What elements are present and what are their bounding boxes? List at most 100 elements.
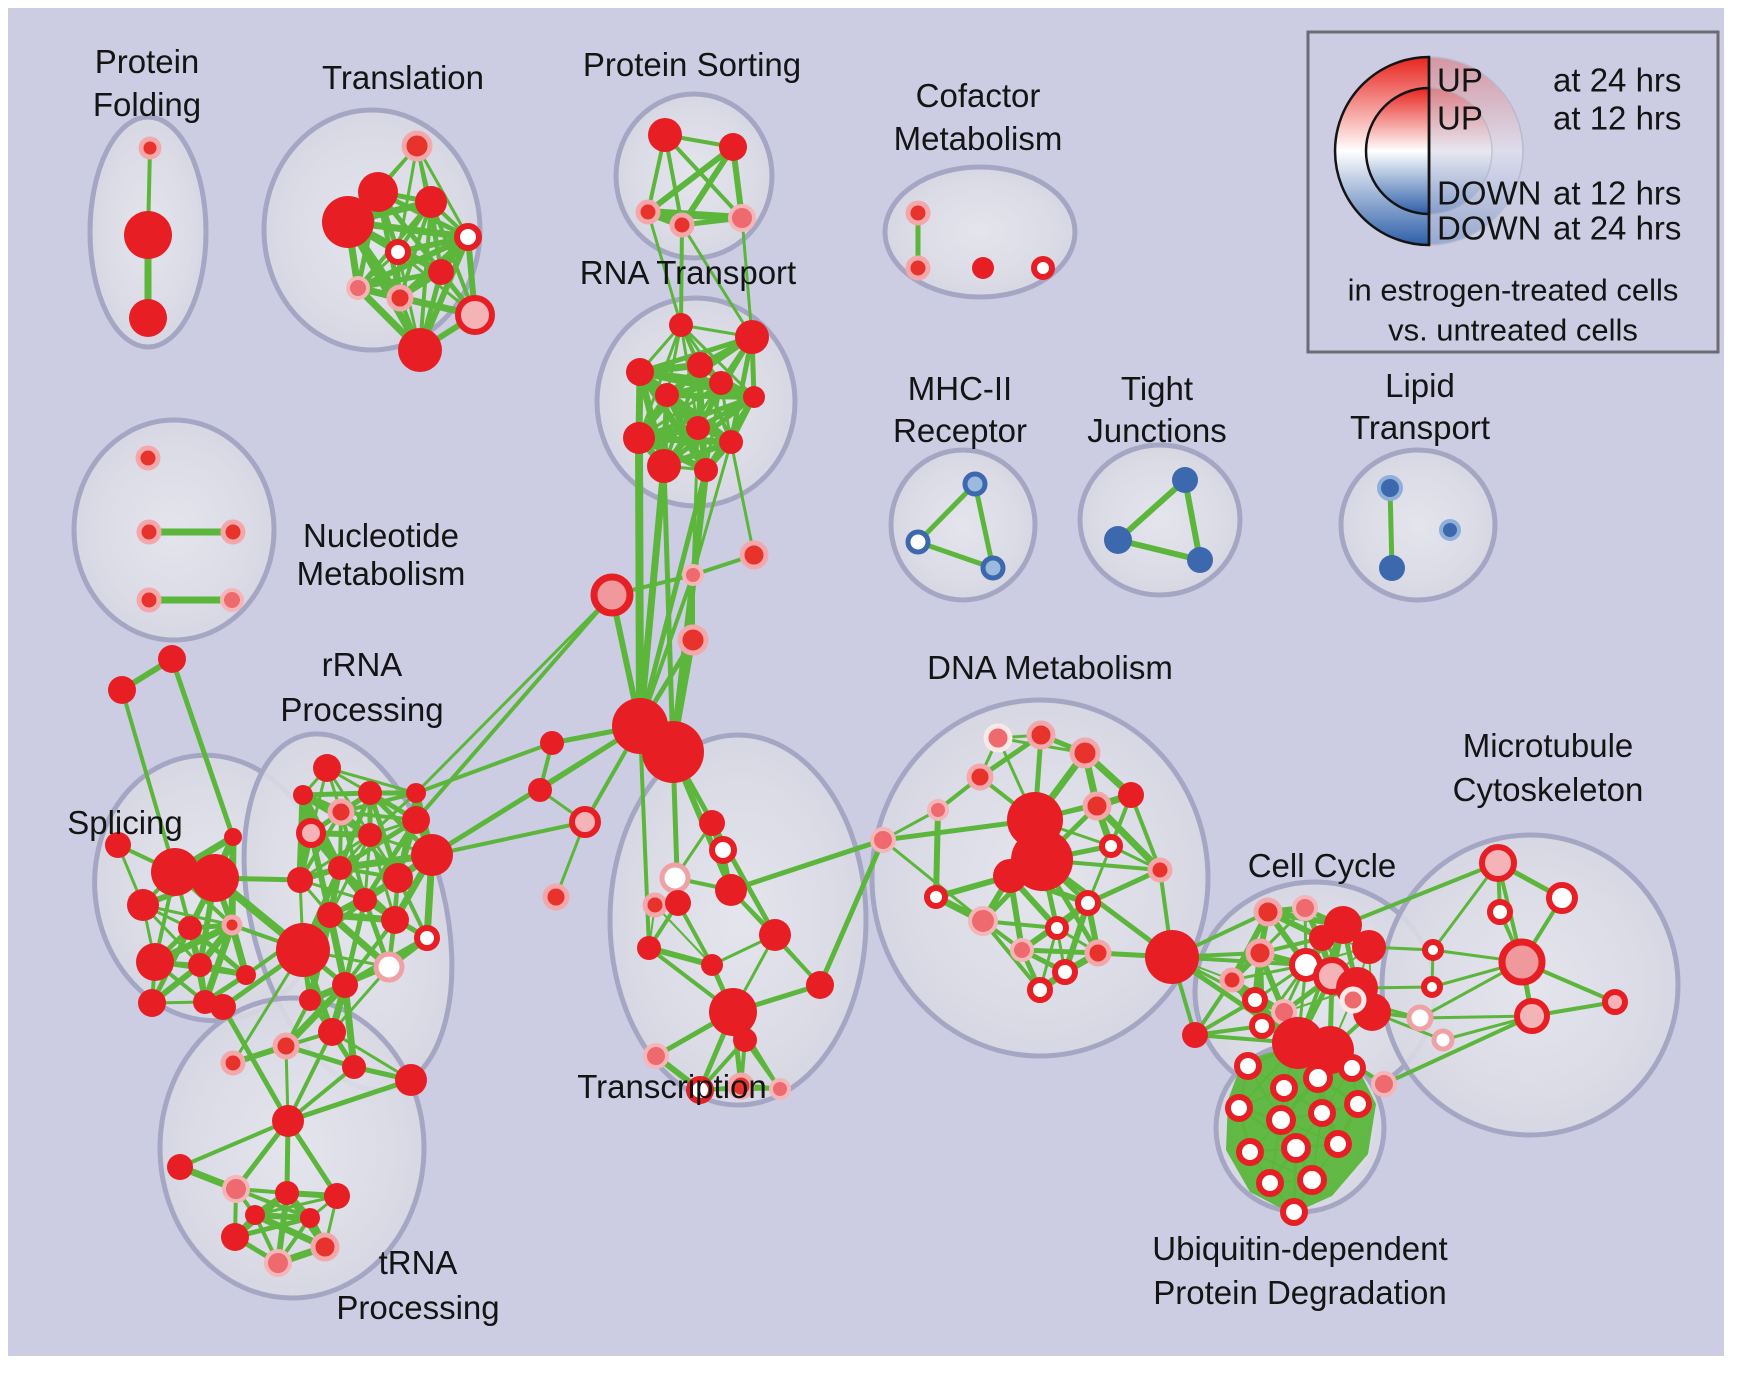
cluster-label-line: Transport: [1350, 409, 1490, 446]
gene-node-hub: [590, 573, 634, 617]
gene-node-rrna: [272, 1032, 300, 1060]
cluster-label-line: Processing: [336, 1289, 499, 1326]
edge-tight_junctions: [1182, 477, 1203, 563]
edge-microtubule: [1418, 1014, 1534, 1020]
gene-node-transcription: [733, 1028, 757, 1052]
node-layer: [105, 118, 1628, 1277]
cluster-label-trna: tRNA Processing: [336, 1244, 499, 1326]
gene-node-protein_folding: [129, 299, 167, 337]
cluster-label-line: Transcription: [577, 1068, 767, 1105]
gene-node-transcription: [642, 892, 668, 918]
gene-node-dna: [1084, 939, 1112, 967]
gene-node-nucleotide: [220, 588, 244, 612]
gene-node-microtubule: [1546, 882, 1578, 914]
cluster-label-nucleotide: Nucleotide Metabolism: [297, 517, 466, 592]
gene-node-transcription: [769, 1078, 791, 1100]
edge-tight_junctions: [1115, 477, 1188, 543]
cluster-ellipse-cofactor: [882, 164, 1078, 300]
edge-rrna: [282, 981, 349, 1050]
gene-node-rrna: [293, 785, 313, 805]
cluster-label-line: Translation: [322, 59, 484, 96]
gene-node-transcription: [643, 1043, 669, 1069]
legend-direction-label: DOWN: [1437, 175, 1541, 212]
cluster-label-line: Splicing: [67, 804, 183, 841]
cluster-label-line: DNA Metabolism: [927, 649, 1173, 686]
gene-node-hub: [677, 624, 709, 656]
gene-node-ubiquitin: [1236, 1138, 1264, 1166]
gene-node-trna: [245, 1205, 265, 1225]
gene-node-ubiquitin: [1225, 1094, 1253, 1122]
edge-inter: [646, 210, 683, 327]
gene-node-ubiquitin: [1297, 1165, 1327, 1195]
gene-node-dna: [1026, 720, 1056, 750]
gene-node-rna_transport: [687, 352, 713, 378]
gene-node-tight_junctions: [1172, 467, 1198, 493]
gene-node-hub: [699, 810, 725, 836]
gene-node-dna: [1052, 959, 1078, 985]
gene-node-cell_cycle: [1245, 938, 1275, 968]
gene-node-rrna: [358, 781, 382, 805]
gene-node-trna: [310, 1232, 340, 1262]
gene-node-nucleotide: [220, 519, 246, 545]
legend-direction-label: UP: [1437, 62, 1483, 99]
gene-node-hub: [739, 540, 769, 570]
gene-node-trna: [300, 1208, 320, 1228]
gene-node-ubiquitin: [1308, 1099, 1336, 1127]
gene-node-ubiquitin: [1324, 1130, 1352, 1158]
gene-node-translation: [386, 284, 414, 312]
cluster-label-translation: Translation: [322, 59, 484, 96]
gene-node-rna_transport: [626, 358, 654, 386]
gene-node-rrna: [383, 863, 413, 893]
cluster-label-line: Lipid: [1385, 367, 1455, 404]
gene-node-rna_transport: [623, 422, 655, 454]
edge-inter: [729, 440, 756, 557]
gene-node-hub: [528, 778, 552, 802]
gene-node-nucleotide: [135, 445, 161, 471]
legend-caption-line: in estrogen-treated cells: [1348, 273, 1679, 308]
gene-node-trna: [324, 1183, 350, 1209]
gene-node-splicing: [151, 848, 199, 896]
cluster-label-protein_folding: Protein Folding: [93, 43, 201, 123]
gene-node-splicing: [138, 989, 166, 1017]
edge-splicing: [187, 925, 249, 978]
gene-node-tight_junctions: [1104, 526, 1132, 554]
cluster-ellipse-lipid: [1338, 447, 1498, 603]
gene-node-lipid: [1377, 475, 1403, 501]
cluster-label-microtubule: Microtubule Cytoskeleton: [1453, 727, 1644, 808]
gene-node-dna: [1069, 737, 1101, 769]
gene-node-rna_transport: [719, 430, 743, 454]
edge-inter: [430, 820, 587, 857]
gene-node-cell_cycle: [1292, 895, 1318, 921]
gene-node-microtubule: [1498, 938, 1546, 986]
gene-node-rrna: [342, 1055, 366, 1079]
edge-microtubule: [1382, 1014, 1534, 1086]
cluster-label-line: MHC-II: [908, 370, 1012, 407]
gene-node-rrna: [381, 906, 409, 934]
legend-caption-line: vs. untreated cells: [1388, 313, 1638, 348]
gene-node-dna: [966, 763, 994, 791]
gene-node-rrna: [313, 754, 341, 782]
edge-rrna: [325, 766, 418, 795]
gene-node-dna: [1082, 791, 1112, 821]
gene-node-splicing: [158, 645, 186, 673]
gene-node-translation: [428, 259, 454, 285]
gene-node-rrna: [395, 1064, 427, 1096]
gene-node-cell_cycle: [1242, 987, 1268, 1013]
gene-node-rna_transport: [686, 416, 710, 440]
cluster-label-line: Ubiquitin-dependent: [1152, 1230, 1447, 1267]
gene-node-microtubule: [1487, 899, 1513, 925]
gene-node-ubiquitin: [1280, 1198, 1308, 1226]
cluster-ellipse-mhc: [888, 447, 1038, 603]
edge-tight_junctions: [1115, 537, 1203, 563]
gene-node-protein_folding: [124, 211, 172, 259]
edge-rna_transport: [636, 368, 758, 401]
edge-inter: [881, 838, 985, 923]
gene-node-rrna: [318, 1018, 346, 1046]
legend: UP at 24 hrs UP at 12 hrs DOWN at 12 hrs DOWN a…: [1306, 30, 1720, 354]
gene-node-microtubule: [1421, 976, 1443, 998]
gene-node-protein_folding: [138, 136, 162, 160]
gene-node-rrna: [332, 972, 358, 998]
cluster-ellipse-microtubule: [1379, 832, 1681, 1138]
gene-node-transcription: [701, 954, 723, 976]
gene-node-nucleotide: [136, 587, 162, 613]
